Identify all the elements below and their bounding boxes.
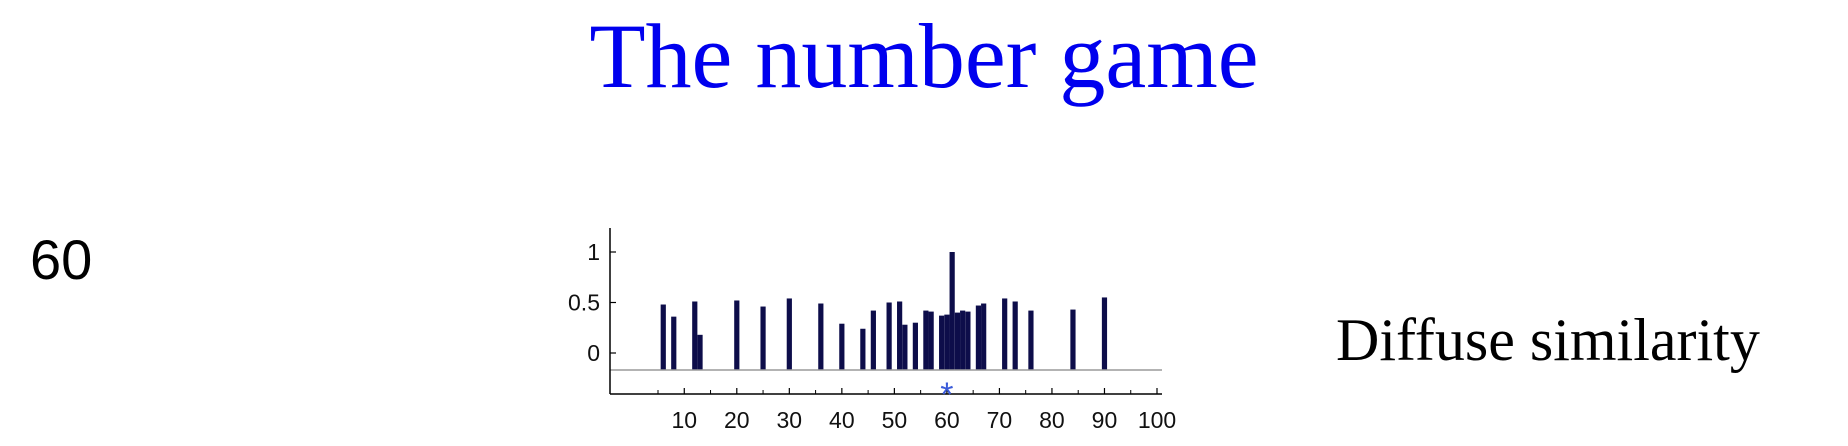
bar-30 [786, 298, 792, 370]
bar-76 [1028, 310, 1034, 370]
marker-layer: * [940, 376, 953, 414]
bar-62 [954, 312, 961, 370]
x-tick-label-30: 30 [777, 407, 803, 433]
bar-25 [760, 306, 766, 370]
y-tick-label-2: 1 [587, 239, 600, 265]
bar-13 [697, 334, 703, 370]
bar-12 [692, 301, 698, 370]
bar-64 [965, 311, 971, 370]
bar-6 [660, 304, 666, 370]
bar-59 [939, 315, 945, 370]
x-tick-label-70: 70 [987, 407, 1013, 433]
bar-44 [860, 328, 866, 370]
bar-40 [839, 323, 845, 370]
observed-example-label: 60 [30, 228, 93, 291]
bar-8 [671, 316, 677, 370]
bar-36 [818, 303, 824, 370]
x-tick-label-10: 10 [671, 407, 697, 433]
bar-46 [870, 310, 876, 370]
x-tick-label-100: 100 [1138, 407, 1176, 433]
y-tick-label-1: 0.5 [568, 290, 600, 316]
observed-marker: * [940, 376, 953, 414]
x-tick-label-50: 50 [882, 407, 908, 433]
bar-90 [1101, 297, 1108, 370]
y-tick-label-0: 0 [587, 340, 600, 366]
bar-63 [960, 310, 966, 370]
bar-84 [1070, 309, 1076, 370]
hypothesis-caption: Diffuse similarity [1336, 307, 1760, 373]
bar-20 [734, 300, 740, 370]
bar-54 [912, 322, 918, 370]
bar-57 [928, 311, 934, 370]
bar-66 [975, 305, 982, 370]
bar-60 [944, 314, 950, 370]
ticks-layer: 10 20 30 40 50 60 70 80 90 100 0 0.5 1 [568, 239, 1176, 433]
bar-56 [923, 310, 929, 370]
x-tick-label-20: 20 [724, 407, 750, 433]
bar-73 [1012, 301, 1018, 370]
x-tick-label-80: 80 [1039, 407, 1065, 433]
x-tick-label-40: 40 [829, 407, 855, 433]
bar-67 [981, 303, 987, 370]
bar-61 [949, 252, 955, 370]
x-tick-label-90: 90 [1092, 407, 1118, 433]
bars-layer [660, 252, 1108, 370]
bar-52 [902, 324, 908, 370]
x-tick-label-60: 60 [934, 407, 960, 433]
bar-51 [897, 301, 903, 370]
bar-49 [886, 302, 892, 370]
page-title: The number game [589, 5, 1259, 107]
bar-71 [1002, 298, 1008, 370]
